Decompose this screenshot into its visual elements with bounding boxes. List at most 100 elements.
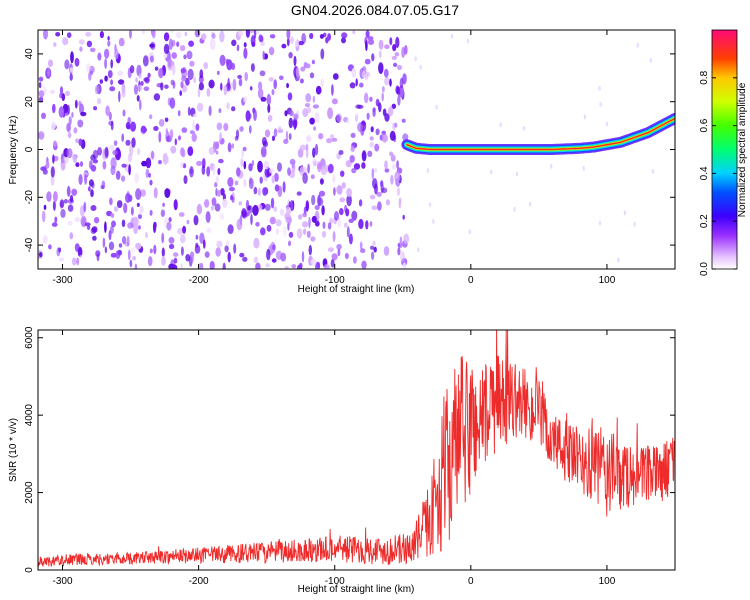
noise-blob [283,138,289,145]
noise-blob [309,117,315,125]
noise-blob [358,218,364,230]
noise-blob [299,78,304,84]
noise-blob [84,173,88,185]
noise-blob [187,106,191,117]
noise-blob [71,188,78,196]
noise-blob [226,102,230,110]
noise-blob [266,224,272,232]
noise-blob [153,187,158,199]
noise-blob [633,221,636,227]
y-tick-label: -40 [24,237,35,252]
noise-blob [198,82,204,91]
x-tick-label: 0 [468,576,474,587]
y-tick-label: 2000 [24,481,35,504]
noise-blob [362,70,366,80]
noise-blob [355,78,358,87]
noise-blob [79,46,83,52]
noise-blob [351,210,358,221]
noise-blob [353,163,361,170]
noise-blob [110,252,117,258]
noise-blob [298,214,303,220]
noise-blob [243,96,248,103]
noise-blob [311,194,316,206]
noise-blob [69,232,74,240]
noise-blob [138,225,141,230]
noise-blob [216,122,223,131]
noise-blob [174,138,177,146]
chart-title: GN04.2026.084.07.05.G17 [290,2,460,18]
noise-blob [269,168,274,174]
noise-blob [337,248,341,257]
noise-blob [312,158,318,167]
noise-blob [66,148,73,159]
noise-blob [450,33,454,39]
noise-blob [72,153,78,163]
noise-blob [265,263,270,268]
noise-blob [109,86,116,92]
noise-blob [283,226,287,237]
noise-blob [138,209,143,215]
noise-blob [384,44,390,49]
noise-blob [134,218,138,231]
noise-blob [395,36,400,49]
noise-blob [209,38,216,50]
noise-blob [78,138,83,146]
colorbar-tick-label: 0.4 [699,166,710,180]
noise-blob [71,257,77,266]
noise-blob [300,66,306,72]
noise-blob [403,233,410,244]
noise-blob [323,264,330,269]
noise-blob [243,160,247,170]
noise-blob [280,252,287,262]
noise-blob [435,104,438,110]
noise-blob [182,225,187,234]
noise-blob [357,104,364,109]
noise-blob [329,217,334,224]
snr-x-label: Height of straight line (km) [298,584,415,595]
noise-blob [110,157,117,169]
noise-blob [109,144,115,151]
noise-blob [127,222,134,229]
noise-blob [179,90,182,96]
noise-blob [151,150,154,160]
noise-blob [336,243,342,250]
noise-blob [170,30,174,33]
noise-blob [76,257,80,266]
noise-blob [129,121,137,132]
noise-blob [311,59,315,65]
noise-blob [499,122,502,128]
noise-blob [284,110,288,117]
noise-blob [104,75,108,82]
noise-blob [369,221,373,227]
noise-blob [74,57,80,67]
noise-blob [88,179,94,187]
noise-blob [214,182,218,188]
noise-blob [133,84,139,95]
noise-blob [203,239,206,249]
noise-blob [388,106,394,117]
noise-blob [104,221,107,234]
noise-blob [169,129,174,140]
noise-blob [179,45,186,52]
noise-blob [649,57,652,63]
noise-blob [253,186,258,195]
noise-blob [142,55,149,67]
noise-blob [53,191,58,203]
noise-blob [178,212,185,217]
noise-blob [215,188,218,197]
noise-blob [366,71,371,78]
noise-blob [378,39,384,50]
noise-blob [178,135,181,141]
noise-blob [257,160,263,173]
noise-blob [273,79,278,90]
noise-blob [396,86,401,96]
noise-blob [125,193,131,203]
noise-blob [268,46,275,56]
noise-blob [51,222,58,227]
noise-blob [205,211,211,223]
noise-blob [89,47,96,53]
noise-blob [275,228,279,235]
noise-blob [38,252,43,258]
noise-blob [121,88,126,98]
noise-blob [173,257,178,264]
